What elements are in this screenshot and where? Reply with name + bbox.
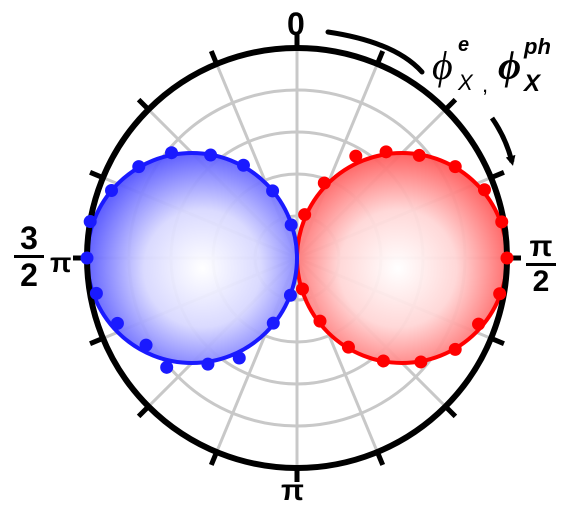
phi-e-symbol: ϕ	[432, 43, 453, 88]
angle-label-top: 0	[287, 6, 305, 42]
tick-mark	[490, 336, 505, 347]
data-point-red	[317, 176, 331, 190]
data-point-blue	[232, 351, 246, 365]
tick-mark	[136, 97, 151, 112]
rotation-arrow-lower-icon	[489, 116, 516, 166]
data-point-blue	[80, 251, 94, 265]
angle-label-right-denominator: 2	[532, 265, 550, 298]
tick-mark	[490, 169, 505, 180]
tick-mark	[443, 404, 458, 419]
phi-e-superscript: e	[458, 34, 470, 56]
angle-label-left-denominator: 2	[20, 257, 38, 293]
data-point-red	[493, 287, 507, 301]
data-point-blue	[284, 218, 298, 232]
data-point-blue	[266, 316, 280, 330]
data-point-blue	[165, 146, 179, 160]
data-point-blue	[139, 338, 153, 352]
fit-lobe-blue	[85, 151, 299, 365]
tick-mark	[443, 97, 458, 112]
data-point-blue	[89, 286, 103, 300]
angle-label-left-pi: π	[50, 247, 72, 278]
data-point-blue	[105, 183, 119, 197]
angle-label-left-numerator: 3	[20, 220, 38, 256]
data-point-blue	[204, 148, 218, 162]
phi-ph-symbol: ϕ	[498, 43, 522, 88]
tick-mark	[375, 451, 386, 466]
data-point-red	[412, 148, 426, 162]
data-point-red	[376, 354, 390, 368]
rotation-arrow-icon	[325, 29, 425, 75]
data-point-red	[341, 340, 355, 354]
tick-mark	[89, 169, 104, 180]
data-points	[80, 145, 514, 374]
data-point-red	[349, 149, 363, 163]
phi-ph-superscript: ph	[524, 34, 551, 59]
angle-label-bottom: π	[281, 474, 304, 507]
data-point-blue	[160, 360, 174, 374]
data-point-red	[448, 160, 462, 174]
tick-mark	[89, 336, 104, 347]
data-point-blue	[236, 158, 250, 172]
data-point-red	[379, 145, 393, 159]
tick-mark	[208, 50, 219, 65]
fraction-bar	[526, 263, 556, 266]
phi-ph-subscript: X	[524, 70, 541, 97]
axis-label: ϕ e X , ϕ ph X	[428, 34, 568, 104]
angle-label-left: 3 2	[14, 222, 44, 291]
tick-mark	[136, 404, 151, 419]
data-point-red	[472, 317, 486, 331]
data-point-red	[414, 355, 428, 369]
data-point-blue	[266, 184, 280, 198]
data-point-red	[448, 342, 462, 356]
tick-mark	[208, 451, 219, 466]
data-point-blue	[83, 215, 97, 229]
angle-label-right: π 2	[526, 232, 556, 297]
data-point-blue	[283, 288, 297, 302]
data-point-blue	[201, 357, 215, 371]
axis-label-separator: ,	[482, 72, 489, 97]
data-point-red	[477, 183, 491, 197]
data-point-red	[295, 282, 309, 296]
data-point-blue	[110, 316, 124, 330]
data-point-red	[495, 215, 509, 229]
rotation-arrow	[325, 29, 516, 166]
fraction-bar	[14, 255, 44, 258]
tick-mark	[375, 50, 386, 65]
data-point-red	[313, 314, 327, 328]
data-point-red	[298, 208, 312, 222]
data-point-red	[500, 251, 514, 265]
angle-label-right-numerator: π	[529, 230, 553, 263]
data-point-blue	[132, 160, 146, 174]
phi-e-subscript: X	[458, 70, 473, 95]
